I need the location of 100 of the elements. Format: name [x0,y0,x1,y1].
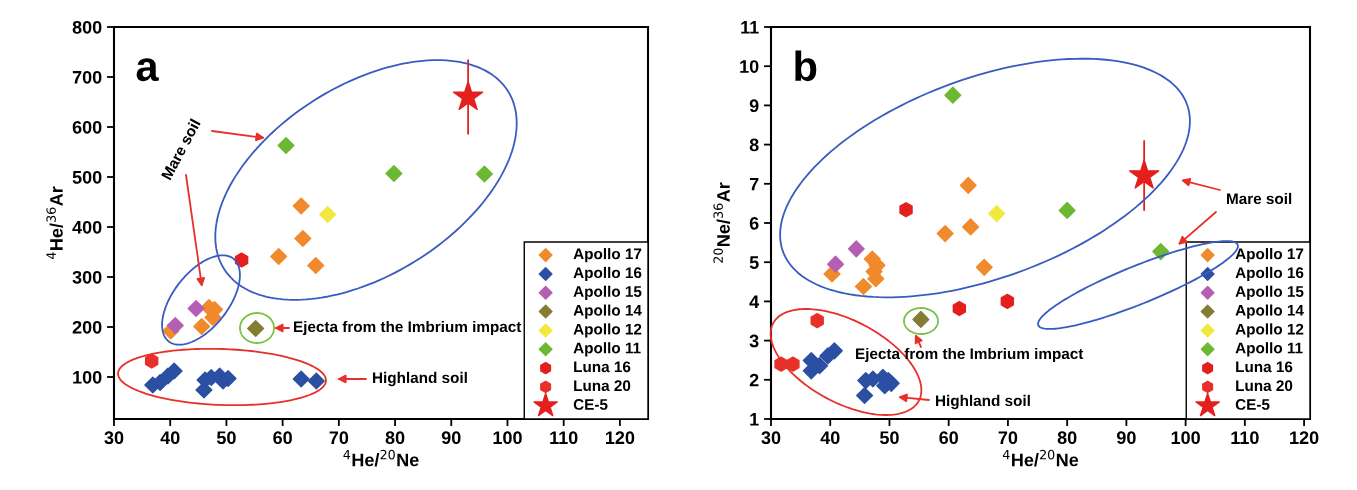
x-axis-title: $^{4}$He/$^{20}$Ne [1002,449,1079,467]
y-axis-title: $^{20}$Ne/$^{36}$Ar [713,182,731,263]
legend-label: Apollo 15 [1235,285,1304,300]
legend-label: Apollo 14 [573,304,642,319]
y-tick-label: 9 [749,99,759,113]
legend-label: Luna 16 [574,361,631,373]
x-tick-label: 100 [493,431,522,445]
point [1058,201,1076,220]
x-tick-label: 50 [216,431,236,445]
point [856,386,874,405]
x-tick-label: 50 [879,431,899,445]
legend-label: CE-5 [573,399,608,410]
y-tick-label: 4 [749,295,760,308]
point [144,353,159,369]
legend-label: Apollo 15 [573,285,642,300]
point [810,312,824,329]
annotation: Highland soil [936,394,1030,410]
point [988,205,1006,223]
point [899,202,913,218]
y-tick-label: 5 [749,256,759,269]
point [294,229,312,248]
point [936,225,954,243]
legend-label: Apollo 11 [573,342,641,357]
y-tick-label: 500 [72,170,102,184]
legend-label: Apollo 14 [1235,304,1304,319]
annotation: Ejecta from the Imbrium impact [294,320,522,336]
x-tick-label: 30 [104,431,124,445]
point [234,252,249,268]
x-tick-label: 40 [820,431,840,445]
point [847,240,865,258]
y-tick-label: 400 [72,220,102,234]
point [1128,159,1160,189]
legend-label: Apollo 12 [573,323,642,338]
x-tick-label: 70 [329,431,349,445]
legend-label: Apollo 17 [1235,248,1304,263]
legend-label: Apollo 16 [573,266,642,282]
point [270,247,288,266]
point [193,317,211,336]
y-tick-label: 11 [741,21,759,34]
point [187,299,205,318]
legend-label: Luna 20 [1236,380,1293,392]
point [786,356,800,372]
point [277,136,295,155]
point [166,316,184,335]
y-tick-label: 3 [749,334,759,348]
point [944,86,962,104]
y-tick-label: 200 [72,320,102,334]
point [1000,293,1015,310]
x-axis-title: $^{4}$He/$^{20}$Ne [343,449,419,467]
point [307,256,325,275]
x-tick-label: 60 [939,431,958,445]
legend-label: Apollo 16 [1235,266,1304,282]
x-tick-label: 90 [441,431,461,445]
x-tick-label: 40 [160,431,180,445]
x-tick-label: 90 [1116,431,1136,445]
y-axis-title: $^{4}$He/$^{36}$Ar [46,186,63,260]
x-tick-label: 30 [761,431,781,445]
y-tick-label: 300 [72,270,102,284]
point [385,164,403,183]
legend-label: Apollo 11 [1235,342,1303,357]
text: a [136,58,159,82]
legend-label: CE-5 [1235,399,1270,410]
y-tick-label: 1 [750,413,759,426]
point [959,176,977,194]
point [854,277,872,296]
point [962,218,980,236]
point [452,81,484,111]
x-tick-label: 80 [385,431,405,445]
x-tick-label: 80 [1057,431,1077,445]
point [952,300,967,317]
chart-title: b [795,50,817,82]
point [975,258,993,276]
legend-label: Luna 16 [1236,361,1293,373]
legend-label: Apollo 12 [1235,323,1304,338]
y-tick-label: 600 [72,120,102,134]
annotation: Highland soil [373,371,467,387]
annotation: Mare soil [160,118,201,181]
y-tick-label: 8 [749,138,759,152]
legend-label: Luna 20 [574,380,631,392]
point [307,372,325,390]
y-tick-label: 100 [73,370,102,384]
point [827,255,845,273]
y-tick-label: 2 [749,373,759,387]
annotation: Mare soil [1227,192,1292,205]
point [292,197,310,215]
y-tick-label: 10 [740,60,759,73]
point [319,205,337,224]
x-tick-label: 110 [1231,431,1259,445]
x-tick-label: 110 [550,431,578,445]
x-tick-label: 70 [998,431,1018,445]
y-tick-label: 700 [72,70,102,84]
point [292,370,310,388]
y-tick-label: 6 [749,216,759,230]
x-tick-label: 120 [605,431,635,445]
x-tick-label: 120 [1290,431,1319,445]
legend-label: Apollo 17 [573,248,642,263]
y-tick-label: 7 [749,177,759,191]
point [475,165,493,183]
x-tick-label: 60 [273,431,292,445]
x-tick-label: 100 [1171,431,1200,445]
